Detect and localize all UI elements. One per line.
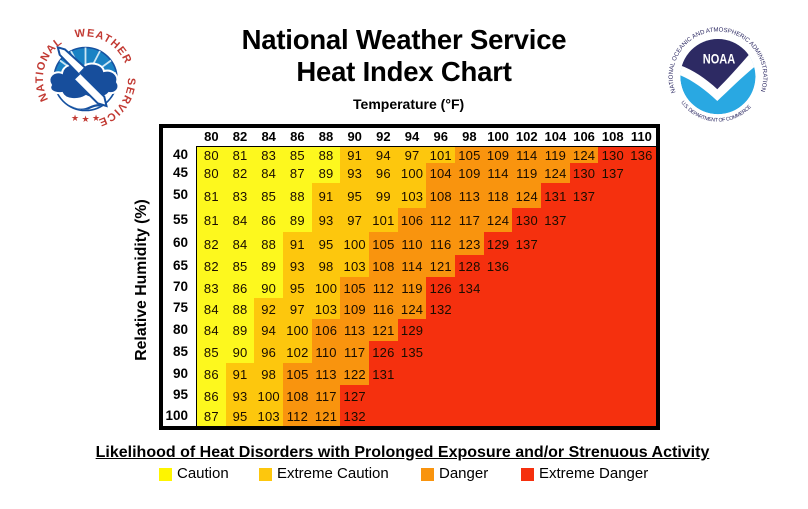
svg-text:★: ★ bbox=[81, 114, 89, 124]
svg-text:NOAA: NOAA bbox=[703, 52, 736, 67]
svg-text:★: ★ bbox=[71, 113, 79, 123]
svg-text:★: ★ bbox=[92, 113, 100, 123]
